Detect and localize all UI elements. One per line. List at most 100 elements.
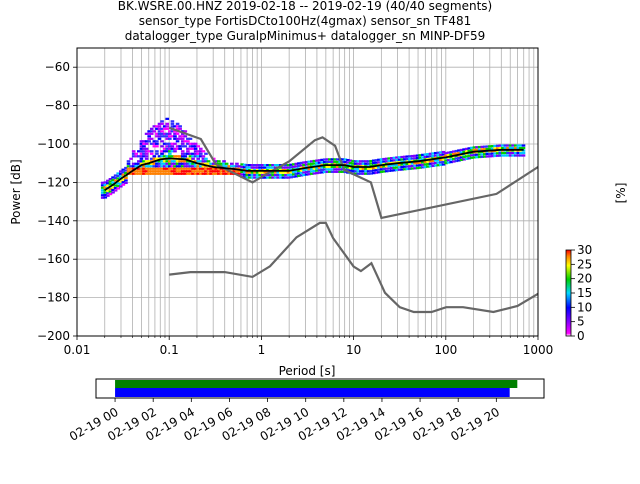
psd-cell <box>108 187 113 191</box>
psd-cell <box>436 161 441 164</box>
psd-cell <box>160 155 164 158</box>
psd-cell <box>116 177 120 180</box>
psd-cell <box>199 165 203 168</box>
x-axis-ticks: 0.01 0.1 1 10 100 1000 <box>64 336 554 357</box>
psd-cell <box>180 172 185 175</box>
psd-cell <box>137 170 141 173</box>
psd-cell <box>144 132 149 135</box>
psd-cell <box>157 165 162 168</box>
psd-cell <box>137 160 141 163</box>
psd-cell <box>217 160 221 163</box>
psd-cell <box>281 174 286 177</box>
psd-cell <box>124 181 128 185</box>
psd-cell <box>297 164 301 167</box>
psd-cell <box>180 167 185 170</box>
psd-cell <box>366 162 371 165</box>
psd-cell <box>129 167 133 170</box>
psd-cell <box>279 174 283 177</box>
psd-cell <box>165 127 170 130</box>
psd-cell <box>139 147 144 150</box>
psd-cell <box>170 135 175 138</box>
psd-cell <box>245 166 250 169</box>
psd-cell <box>382 167 386 171</box>
psd-cell <box>410 167 415 170</box>
psd-cell <box>392 159 397 162</box>
psd-cell <box>134 162 139 165</box>
psd-cell <box>297 172 301 175</box>
psd-cell <box>224 170 229 173</box>
psd-cell <box>511 154 515 157</box>
psd-cell <box>312 167 317 170</box>
psd-cell <box>477 153 482 156</box>
psd-cell <box>441 160 446 164</box>
psd-cell <box>108 180 113 183</box>
psd-cell <box>501 154 505 157</box>
psd-cell <box>173 160 177 163</box>
psd-cell <box>157 162 162 165</box>
psd-cell <box>312 159 317 163</box>
psd-cell <box>178 137 182 140</box>
psd-cell <box>237 170 242 173</box>
psd-cell <box>322 170 327 174</box>
psd-cell <box>387 164 392 168</box>
psd-cell <box>330 168 335 171</box>
psd-cell <box>201 170 206 173</box>
x-tick-label: 1000 <box>523 343 554 357</box>
psd-cell <box>152 170 157 173</box>
psd-cell <box>503 154 508 157</box>
psd-cell <box>191 147 195 150</box>
psd-cell <box>475 146 479 149</box>
psd-cell <box>390 167 394 170</box>
psd-cell <box>297 162 301 165</box>
psd-cell <box>511 144 515 147</box>
psd-cell <box>173 147 177 150</box>
psd-cell <box>377 166 381 169</box>
psd-cell <box>201 155 206 158</box>
psd-cell <box>173 170 177 173</box>
psd-cell <box>186 160 190 163</box>
psd-cell <box>139 140 144 143</box>
psd-cell <box>149 137 154 140</box>
psd-cell <box>390 164 394 167</box>
psd-cell <box>359 162 363 165</box>
psd-cell <box>353 170 358 173</box>
psd-cell <box>322 160 327 164</box>
psd-cell <box>333 170 337 173</box>
psd-cell <box>144 160 149 163</box>
psd-cell <box>431 162 435 165</box>
psd-cell <box>495 154 500 157</box>
psd-cell <box>454 152 459 155</box>
psd-cell <box>165 117 170 120</box>
psd-cell <box>299 174 304 177</box>
psd-cell <box>346 166 350 169</box>
psd-cell <box>480 148 484 151</box>
psd-cell <box>193 145 198 148</box>
psd-cell <box>335 170 340 173</box>
psd-cell <box>162 127 167 130</box>
psd-cell <box>464 155 469 158</box>
psd-cell <box>147 135 151 138</box>
psd-cell <box>397 166 402 169</box>
psd-cell <box>353 167 358 170</box>
psd-cell <box>217 167 221 170</box>
psd-cell <box>271 171 275 174</box>
psd-cell <box>395 168 399 172</box>
psd-cell <box>162 162 167 165</box>
psd-cell <box>121 168 126 171</box>
psd-cell <box>268 174 273 177</box>
psd-cell <box>175 125 180 128</box>
psd-cell <box>250 171 255 174</box>
psd-cell <box>149 170 154 173</box>
psd-cell <box>395 163 399 167</box>
psd-cell <box>173 142 177 145</box>
psd-cell <box>162 155 167 158</box>
psd-cell <box>160 162 164 165</box>
psd-cell <box>335 165 340 168</box>
psd-cell <box>152 142 157 145</box>
psd-cell <box>371 162 376 165</box>
psd-cell <box>142 147 146 150</box>
psd-cell <box>106 179 110 182</box>
psd-cell <box>173 132 177 135</box>
psd-cell <box>475 153 479 156</box>
